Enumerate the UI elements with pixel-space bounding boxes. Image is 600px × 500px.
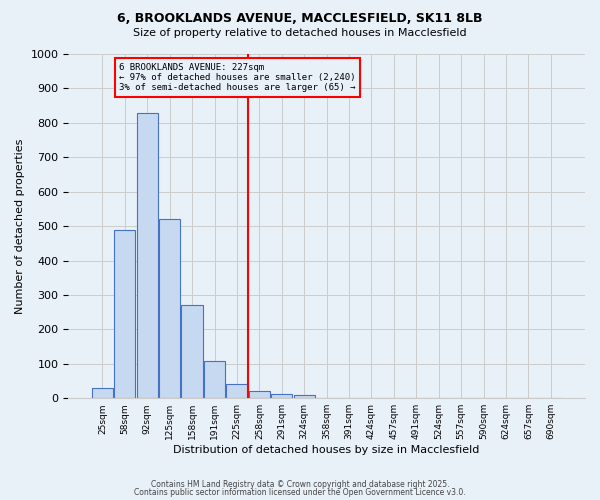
Y-axis label: Number of detached properties: Number of detached properties xyxy=(15,138,25,314)
Text: 6 BROOKLANDS AVENUE: 227sqm
← 97% of detached houses are smaller (2,240)
3% of s: 6 BROOKLANDS AVENUE: 227sqm ← 97% of det… xyxy=(119,62,356,92)
Bar xyxy=(114,230,136,398)
Bar xyxy=(181,306,203,398)
Bar xyxy=(137,112,158,398)
Bar xyxy=(271,394,292,398)
Bar xyxy=(226,384,248,398)
Text: 6, BROOKLANDS AVENUE, MACCLESFIELD, SK11 8LB: 6, BROOKLANDS AVENUE, MACCLESFIELD, SK11… xyxy=(117,12,483,26)
X-axis label: Distribution of detached houses by size in Macclesfield: Distribution of detached houses by size … xyxy=(173,445,480,455)
Text: Size of property relative to detached houses in Macclesfield: Size of property relative to detached ho… xyxy=(133,28,467,38)
Text: Contains public sector information licensed under the Open Government Licence v3: Contains public sector information licen… xyxy=(134,488,466,497)
Bar xyxy=(92,388,113,398)
Bar xyxy=(249,392,270,398)
Bar xyxy=(293,395,315,398)
Text: Contains HM Land Registry data © Crown copyright and database right 2025.: Contains HM Land Registry data © Crown c… xyxy=(151,480,449,489)
Bar xyxy=(159,219,181,398)
Bar xyxy=(204,361,225,398)
